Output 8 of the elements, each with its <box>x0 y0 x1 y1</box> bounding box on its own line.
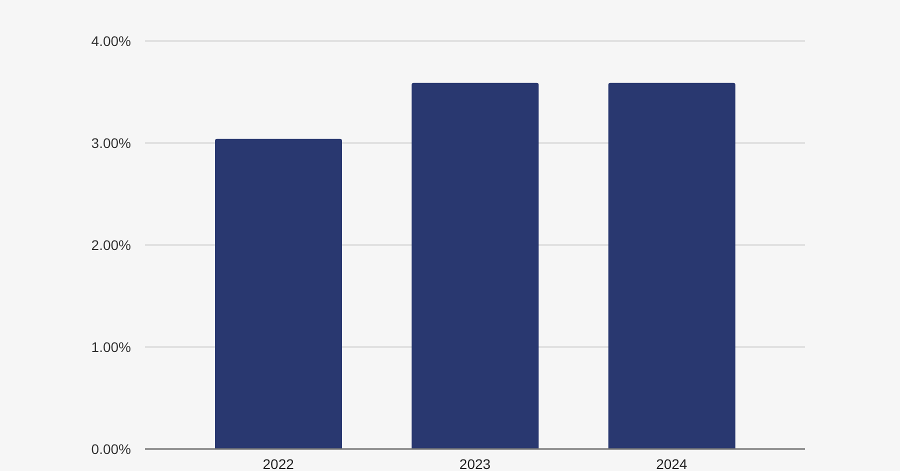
x-tick-label: 2024 <box>656 456 688 471</box>
y-tick-label: 3.00% <box>91 134 131 151</box>
x-tick-label: 2023 <box>459 456 491 471</box>
y-tick-label: 2.00% <box>91 236 131 253</box>
y-tick-label: 4.00% <box>91 32 131 49</box>
y-tick-label: 0.00% <box>91 440 131 457</box>
y-tick-label: 1.00% <box>91 338 131 355</box>
x-tick-label: 2022 <box>262 456 294 471</box>
